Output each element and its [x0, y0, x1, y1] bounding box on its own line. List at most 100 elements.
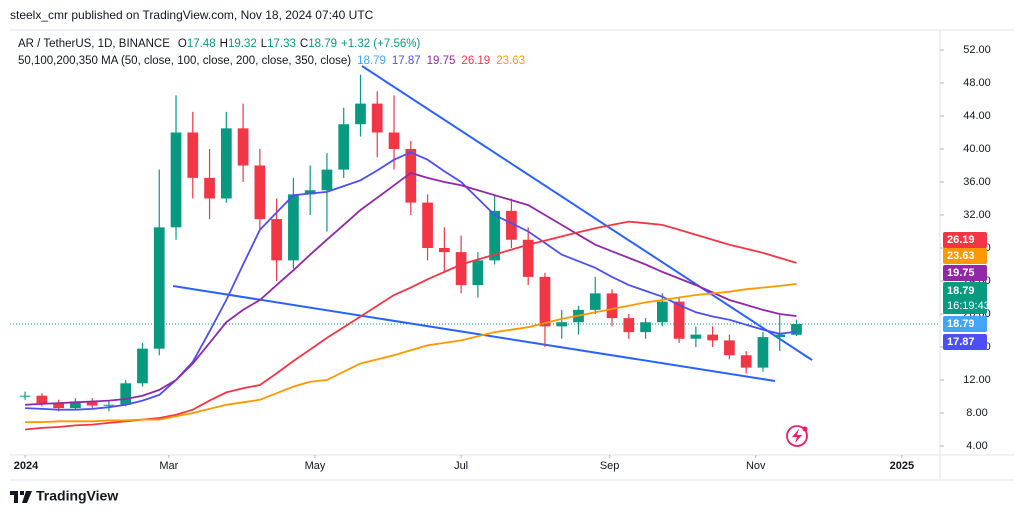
candle-body [724, 340, 735, 356]
x-tick-label: Sep [600, 460, 620, 472]
candle-body [103, 404, 115, 406]
price-label-box [943, 265, 987, 281]
candle-body [438, 247, 450, 253]
x-tick-label: 2024 [14, 460, 39, 472]
candle-body [254, 165, 266, 220]
candle-body [556, 322, 568, 327]
candle-body [422, 202, 433, 248]
candle-body [371, 103, 383, 133]
x-tick-label: Mar [159, 460, 178, 472]
x-tick-label: Jul [454, 460, 468, 472]
price-label-box [943, 282, 987, 314]
candle-body [690, 334, 702, 339]
candle-body [606, 293, 618, 319]
price-label-box [943, 316, 987, 332]
candle-body [271, 219, 283, 261]
ohlc-label: O [178, 38, 187, 50]
price-label: 19.75 [947, 267, 975, 279]
trend-line [172, 285, 776, 382]
y-tick-label: 40.00 [963, 143, 991, 155]
candle-body [506, 210, 517, 240]
candle-body [405, 148, 417, 203]
candle-body [640, 322, 651, 333]
y-tick-label: 36.00 [963, 176, 991, 188]
indicator-value: 18.79 [357, 55, 386, 67]
symbol: AR / TetherUS, 1D, BINANCE [18, 38, 170, 50]
trend-line [361, 65, 813, 361]
price-label-box [943, 334, 987, 350]
y-tick-label: 48.00 [963, 77, 991, 89]
candle-body [388, 132, 400, 149]
publish-header: steelx_cmr published on TradingView.com,… [10, 8, 374, 22]
price-label: 26.19 [947, 234, 975, 246]
y-tick-label: 52.00 [963, 44, 991, 56]
candle-body [120, 383, 132, 405]
price-label: 17.87 [947, 336, 975, 348]
candle-body [656, 301, 668, 323]
candle-body [36, 395, 48, 404]
y-tick-label: 32.00 [963, 209, 991, 221]
ohlc-label: C [300, 38, 308, 50]
indicator-line: 50,100,200,350 MA (50, close, 100, close… [18, 55, 525, 67]
candle-body [86, 401, 98, 406]
candle-body [170, 132, 182, 228]
ohlc-label: L [261, 38, 268, 50]
price-label: 18.79 [947, 285, 975, 297]
candle-body [774, 334, 786, 338]
candle-body [19, 395, 31, 397]
candle-body [740, 355, 752, 368]
candle-body [355, 103, 366, 125]
candle-body [237, 128, 249, 166]
price-label: 23.63 [947, 250, 975, 262]
candle-body [757, 337, 769, 368]
candle-body [204, 177, 215, 199]
footer-brand: TradingView [36, 488, 118, 504]
countdown: 16:19:43 [947, 300, 990, 312]
candle-body [153, 227, 165, 349]
ohlc-value: 17.48 [187, 38, 216, 50]
candle-body [791, 323, 802, 335]
ma-line [25, 283, 797, 423]
candle-body [304, 190, 316, 195]
y-tick-label: 12.00 [963, 374, 991, 386]
candle-body [321, 169, 333, 191]
indicator-value: 23.63 [496, 55, 525, 67]
y-tick-label: 4.00 [966, 440, 987, 452]
candle-body [455, 252, 467, 286]
candle-body [472, 260, 484, 286]
lightning-icon [786, 425, 808, 447]
ma-line [25, 171, 797, 406]
ohlc-value: 18.79 [308, 38, 337, 50]
ohlc-label: H [220, 38, 228, 50]
candle-body [53, 403, 64, 409]
y-tick-label: 8.00 [966, 407, 987, 419]
ma-line [25, 220, 797, 431]
x-tick-label: 2025 [890, 460, 914, 472]
candle-body [522, 239, 534, 277]
candle-body [539, 276, 551, 327]
ohlc-value: 17.33 [267, 38, 296, 50]
candle-body [288, 194, 299, 261]
x-tick-label: May [305, 460, 326, 472]
tradingview-logo [10, 491, 32, 503]
change: +1.32 (+7.56%) [341, 38, 420, 50]
candle-body [338, 124, 350, 170]
price-label-box [943, 232, 987, 248]
symbol-line: AR / TetherUS, 1D, BINANCE O17.48 H19.32 L1… [18, 38, 420, 50]
candle-body [673, 301, 685, 339]
candle-body [707, 334, 719, 341]
price-label-box [943, 248, 987, 264]
candle-body [489, 210, 501, 261]
ohlc-value: 19.32 [228, 38, 257, 50]
indicator-value: 19.75 [427, 55, 456, 67]
candle-body [589, 293, 601, 310]
y-tick-label: 44.00 [963, 110, 991, 122]
indicator-value: 17.87 [392, 55, 421, 67]
candle-body [220, 128, 232, 199]
indicator-value: 26.19 [461, 55, 490, 67]
candle-body [187, 132, 199, 178]
indicator-title: 50,100,200,350 MA (50, close, 100, close… [18, 55, 351, 67]
candle-body [623, 318, 635, 333]
